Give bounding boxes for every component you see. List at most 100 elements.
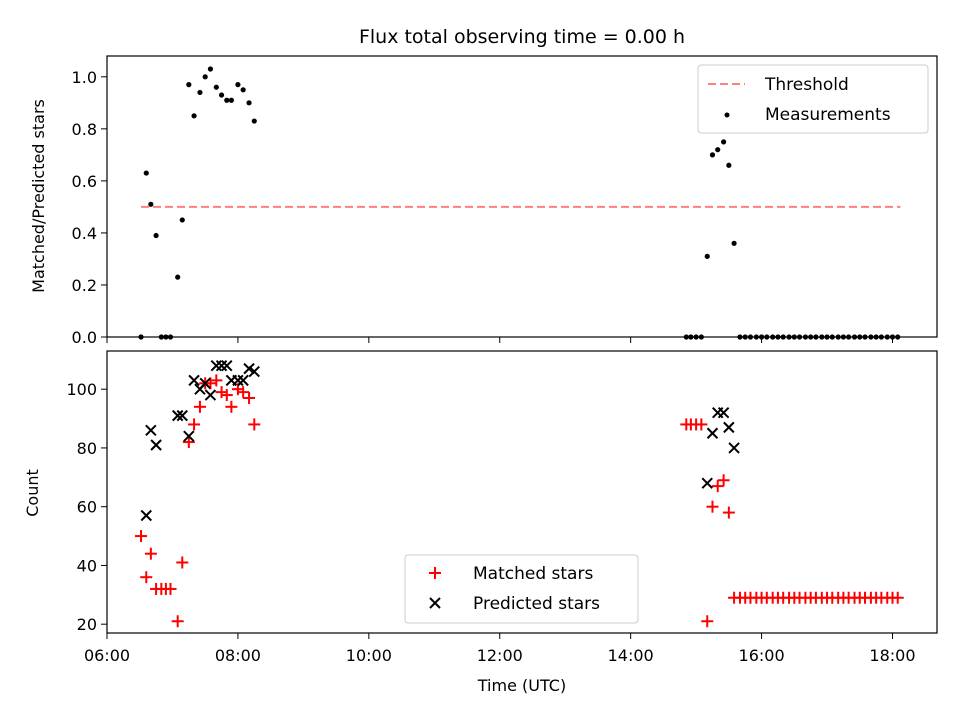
measurement-point: [829, 334, 835, 340]
measurement-point: [857, 334, 863, 340]
measurement-point: [747, 334, 754, 340]
measurement-point: [175, 274, 181, 280]
measurement-point: [819, 334, 825, 340]
figure-title: Flux total observing time = 0.00 h: [359, 26, 685, 48]
bottom-legend: Matched stars Predicted stars: [404, 554, 639, 624]
measurement-point: [693, 334, 699, 340]
bottom-y-axis: 20 40 60 80 100: [66, 380, 107, 634]
matched-star-point: [891, 591, 904, 604]
matched-star-point: [182, 436, 195, 449]
predicted-star-point: [188, 374, 200, 387]
legend-matched-swatch: [429, 567, 441, 579]
matched-star-point: [193, 400, 206, 413]
predicted-star-point: [215, 359, 228, 372]
measurement-point: [197, 89, 203, 96]
measurement-points: [138, 66, 901, 340]
measurement-point: [868, 334, 874, 340]
matched-star-point: [220, 389, 233, 402]
measurement-point: [218, 92, 225, 98]
matched-star-point: [176, 556, 189, 569]
measurement-point: [148, 201, 154, 207]
matched-star-point: [140, 571, 153, 584]
measurement-point: [770, 334, 776, 340]
matched-star-point: [164, 582, 177, 595]
measurement-point: [813, 334, 819, 340]
measurement-point: [808, 334, 814, 340]
x-tick-label: 06:00: [84, 646, 130, 665]
measurement-point: [163, 334, 169, 340]
measurement-point: [884, 334, 890, 340]
top-y-tick-label: 1.0: [72, 68, 97, 87]
measurement-point: [202, 74, 208, 80]
predicted-star-point: [145, 424, 157, 437]
matched-star-point: [231, 383, 244, 396]
measurement-point: [851, 334, 858, 340]
bottom-y-tick-label: 80: [77, 439, 97, 458]
predicted-star-point: [701, 477, 713, 489]
matched-star-point: [695, 418, 708, 431]
predicted-star-point: [723, 421, 735, 434]
measurement-point: [764, 334, 770, 340]
x-tick-label: 12:00: [477, 646, 523, 665]
matched-star-point: [225, 400, 238, 413]
matched-star-point: [248, 418, 261, 431]
bottom-y-axis-label: Count: [23, 469, 42, 517]
measurement-point: [742, 334, 748, 340]
measurement-point: [737, 334, 743, 340]
x-tick-label: 14:00: [608, 646, 654, 665]
measurement-point: [846, 334, 852, 340]
matched-star-point: [210, 374, 223, 387]
measurement-point: [228, 97, 234, 103]
measurement-point: [246, 100, 252, 106]
measurement-point: [721, 139, 727, 145]
measurement-point: [775, 334, 781, 340]
top-y-tick-label: 0.6: [72, 172, 97, 191]
predicted-star-point: [232, 374, 244, 387]
matched-star-point: [711, 480, 724, 493]
top-y-tick-label: 0.8: [72, 120, 97, 139]
legend-matched-label: Matched stars: [473, 564, 593, 584]
predicted-star-point: [243, 362, 255, 375]
bottom-x-axis: 06:00 08:00 10:00 12:00 14:00 16:00 18:00: [84, 633, 916, 665]
predicted-star-point: [140, 509, 152, 522]
predicted-star-point: [717, 406, 730, 419]
matched-star-point: [215, 386, 228, 399]
measurement-point: [873, 334, 879, 340]
measurement-point: [251, 118, 257, 124]
measurement-point: [224, 97, 230, 103]
x-tick-label: 18:00: [869, 646, 915, 665]
measurement-point: [824, 334, 830, 340]
measurement-point: [179, 217, 185, 223]
measurement-point: [758, 334, 765, 340]
matched-star-point: [237, 386, 250, 399]
x-tick-label: 08:00: [215, 646, 261, 665]
measurement-point: [791, 334, 797, 340]
predicted-star-point: [221, 359, 233, 372]
measurement-point: [683, 334, 689, 340]
measurement-point: [138, 334, 144, 340]
predicted-star-point: [183, 430, 195, 442]
matched-star-point: [243, 392, 256, 404]
measurement-point: [698, 334, 704, 340]
top-y-axis-label: Matched/Predicted stars: [29, 99, 48, 293]
measurement-point: [186, 82, 192, 88]
measurement-point: [207, 66, 214, 72]
measurement-point: [191, 113, 197, 119]
measurement-point: [709, 152, 716, 158]
measurement-point: [796, 334, 803, 340]
legend-predicted-swatch: [429, 597, 441, 609]
bottom-panel-frame: [106, 350, 938, 634]
x-tick-label: 10:00: [346, 646, 392, 665]
top-y-tick-label: 0.0: [72, 328, 97, 347]
predicted-star-point: [150, 439, 162, 451]
matched-star-point: [701, 615, 714, 628]
bottom-panel: 20 40 60 80 100 06:00 08:00 10:00 12:00 14:00 16:…: [23, 350, 938, 695]
measurement-point: [780, 334, 786, 340]
predicted-star-point: [728, 442, 740, 454]
measurement-point: [895, 334, 901, 340]
predicted-star-point: [199, 377, 211, 390]
legend-measurements-swatch: [724, 112, 730, 118]
measurement-point: [726, 162, 732, 168]
bottom-legend-box: [404, 554, 639, 624]
